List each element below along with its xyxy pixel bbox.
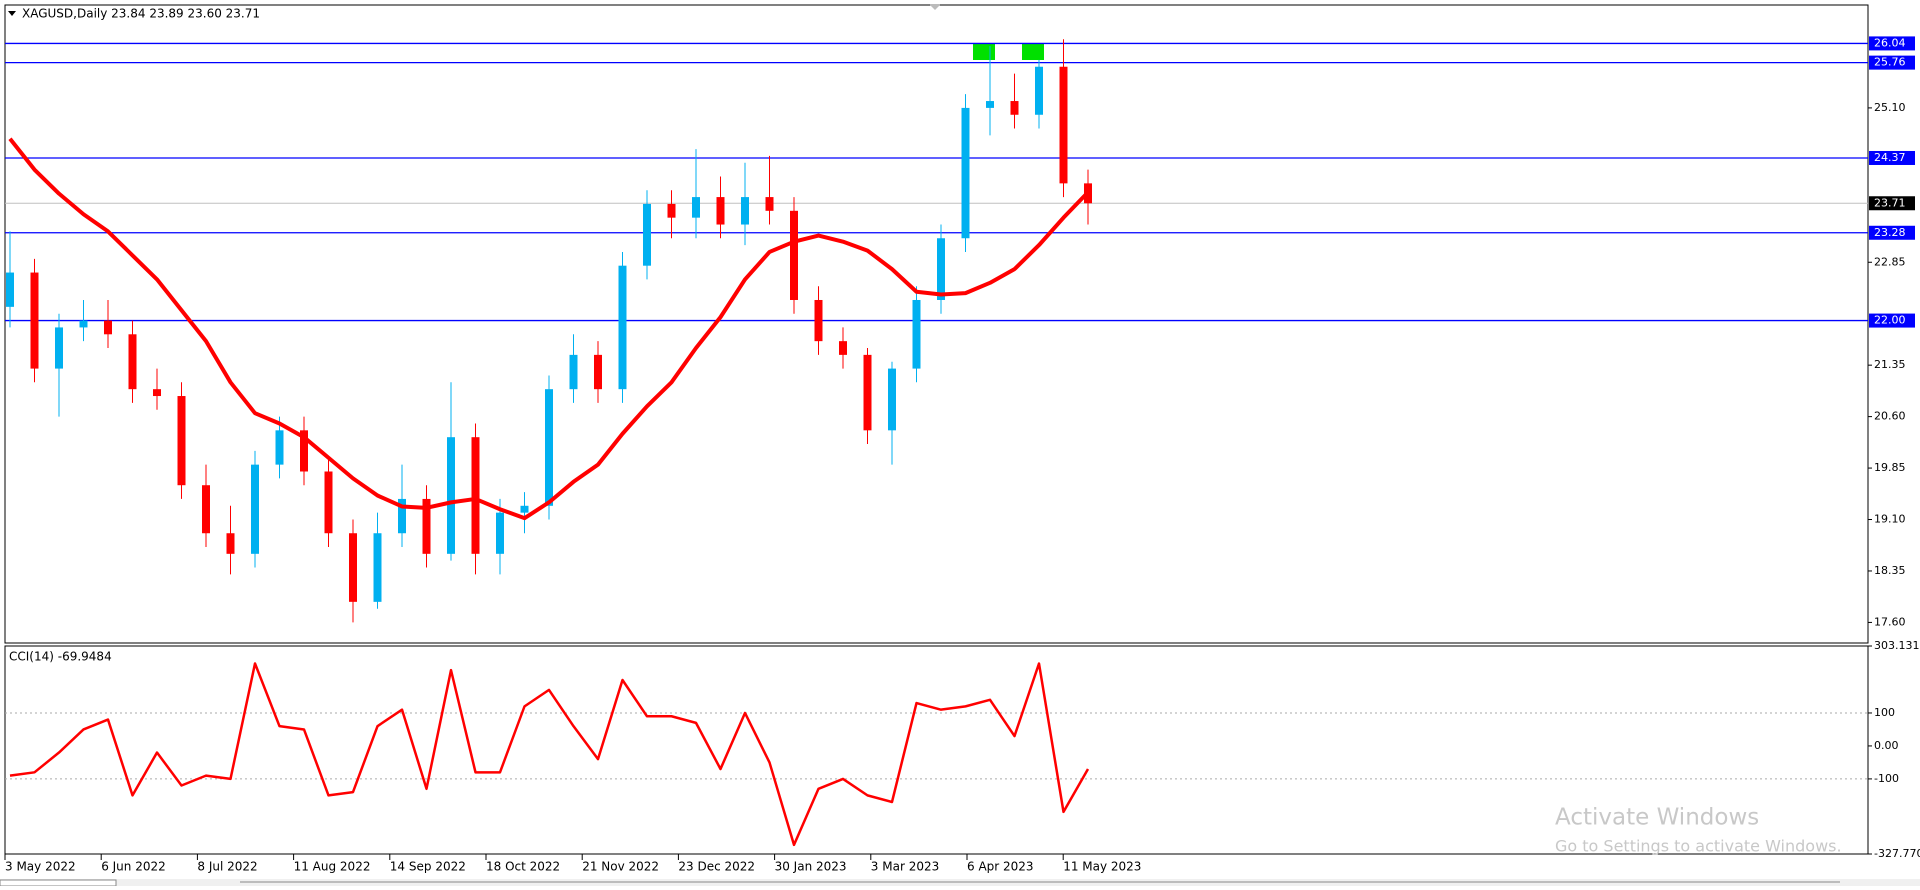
candle-body bbox=[422, 498, 431, 554]
candle-body bbox=[275, 430, 284, 465]
y-tick-label: -100 bbox=[1874, 772, 1899, 785]
candle-body bbox=[226, 533, 235, 554]
level-label: 25.76 bbox=[1874, 56, 1906, 69]
candle-body bbox=[594, 354, 602, 390]
y-tick-label: 100 bbox=[1874, 706, 1895, 719]
candle-body bbox=[569, 354, 578, 390]
candle-body bbox=[643, 203, 651, 266]
top-marker bbox=[1022, 44, 1044, 60]
candle-body bbox=[765, 197, 774, 211]
x-tick-label: 3 Mar 2023 bbox=[871, 860, 939, 874]
candle-body bbox=[790, 210, 798, 300]
candle-body bbox=[55, 327, 63, 369]
x-tick-label: 23 Dec 2022 bbox=[678, 860, 755, 874]
series-line bbox=[9, 662, 1090, 847]
y-tick-label: 20.60 bbox=[1874, 410, 1906, 423]
top-marker bbox=[973, 44, 995, 60]
candle-body bbox=[153, 389, 161, 397]
y-tick-label: 17.60 bbox=[1874, 615, 1906, 628]
tab[interactable] bbox=[0, 879, 117, 887]
cci-panel bbox=[4, 645, 1869, 855]
candle-body bbox=[300, 430, 308, 472]
level-label-bg bbox=[1869, 225, 1915, 240]
y-tick-label: -327.770 bbox=[1874, 847, 1920, 860]
candle-body bbox=[6, 272, 14, 307]
candle-body bbox=[814, 299, 823, 342]
level-label: 22.00 bbox=[1874, 314, 1906, 327]
candle-body bbox=[30, 272, 39, 369]
x-tick-label: 18 Oct 2022 bbox=[486, 860, 560, 874]
candle-body bbox=[692, 197, 700, 218]
level-label-bg bbox=[1869, 150, 1915, 165]
candle-body bbox=[398, 498, 406, 534]
cci-title: CCI(14) -69.9484 bbox=[9, 650, 112, 664]
watermark-title: Activate Windows bbox=[1555, 805, 1759, 831]
x-tick-label: 11 Aug 2022 bbox=[294, 860, 371, 874]
x-tick-label: 6 Apr 2023 bbox=[967, 860, 1034, 874]
level-label-bg bbox=[1869, 55, 1915, 70]
candle-body bbox=[520, 505, 529, 513]
x-tick-label: 11 May 2023 bbox=[1063, 860, 1141, 874]
candle-body bbox=[471, 437, 480, 554]
candle-body bbox=[177, 396, 186, 486]
menu-arrow bbox=[8, 11, 16, 16]
series-line bbox=[8, 137, 1090, 521]
candle-body bbox=[716, 197, 725, 225]
scroll-marker bbox=[929, 4, 941, 10]
candle-body bbox=[128, 334, 137, 390]
candle-body bbox=[618, 265, 627, 390]
candle-body bbox=[373, 533, 382, 602]
y-tick-label: 21.35 bbox=[1874, 358, 1906, 371]
candle-body bbox=[1010, 101, 1019, 115]
level-label: 24.37 bbox=[1874, 151, 1906, 164]
candle-body bbox=[961, 107, 970, 239]
x-tick-label: 8 Jul 2022 bbox=[197, 860, 257, 874]
y-tick-label: 19.10 bbox=[1874, 513, 1906, 526]
y-tick-label: 303.131 bbox=[1874, 639, 1920, 652]
level-label-bg bbox=[1869, 313, 1915, 328]
y-tick-label: 18.35 bbox=[1874, 564, 1906, 577]
x-tick-label: 30 Jan 2023 bbox=[775, 860, 847, 874]
candle-body bbox=[667, 203, 676, 218]
candle-body bbox=[251, 464, 259, 554]
candle-body bbox=[1059, 66, 1068, 184]
y-tick-label: 25.10 bbox=[1874, 101, 1906, 114]
level-label: 23.28 bbox=[1874, 226, 1906, 239]
candle-body bbox=[986, 101, 994, 108]
y-tick-label: 19.85 bbox=[1874, 461, 1906, 474]
candle-body bbox=[447, 437, 455, 554]
candle-body bbox=[349, 533, 357, 602]
level-label-bg bbox=[1869, 36, 1915, 51]
candle-body bbox=[545, 389, 553, 506]
current-price-label: 23.71 bbox=[1874, 196, 1906, 209]
candle-body bbox=[937, 238, 945, 300]
chart-title: XAGUSD,Daily 23.84 23.89 23.60 23.71 bbox=[22, 7, 260, 21]
x-tick-label: 21 Nov 2022 bbox=[582, 860, 659, 874]
candle-body bbox=[741, 197, 749, 225]
candle-body bbox=[839, 341, 847, 355]
candle-body bbox=[79, 320, 88, 328]
x-tick-label: 6 Jun 2022 bbox=[101, 860, 166, 874]
candle-body bbox=[496, 512, 504, 554]
x-tick-label: 3 May 2022 bbox=[5, 860, 76, 874]
candle-body bbox=[863, 354, 872, 431]
y-tick-label: 22.85 bbox=[1874, 255, 1906, 268]
candle-body bbox=[1035, 66, 1043, 115]
main-panel bbox=[4, 4, 1869, 644]
candle-body bbox=[324, 471, 333, 534]
candle-body bbox=[912, 299, 921, 369]
current-price-bg bbox=[1869, 196, 1915, 211]
watermark-subtitle: Go to Settings to activate Windows. bbox=[1555, 837, 1842, 856]
candle-body bbox=[888, 368, 896, 431]
candle-body bbox=[104, 320, 112, 335]
y-tick-label: 0.00 bbox=[1874, 739, 1899, 752]
level-label: 26.04 bbox=[1874, 36, 1906, 49]
candle-body bbox=[202, 485, 210, 534]
x-tick-label: 14 Sep 2022 bbox=[390, 860, 466, 874]
